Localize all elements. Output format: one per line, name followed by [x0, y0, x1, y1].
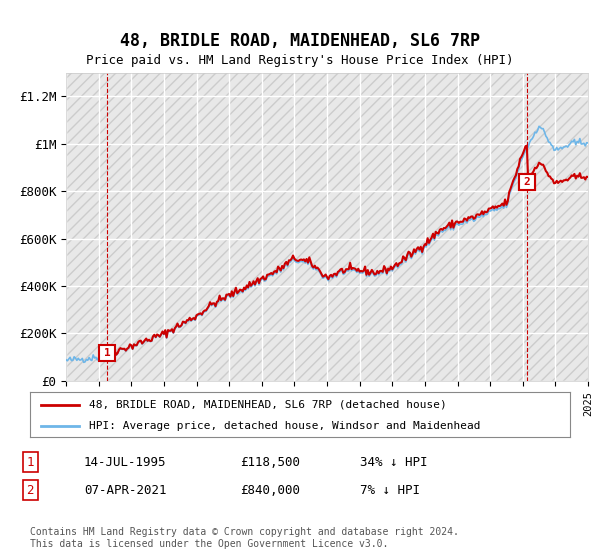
Text: £118,500: £118,500 [240, 455, 300, 469]
Text: 14-JUL-1995: 14-JUL-1995 [84, 455, 167, 469]
Text: 1: 1 [26, 455, 34, 469]
Text: 34% ↓ HPI: 34% ↓ HPI [360, 455, 427, 469]
Text: Price paid vs. HM Land Registry's House Price Index (HPI): Price paid vs. HM Land Registry's House … [86, 54, 514, 67]
Text: 07-APR-2021: 07-APR-2021 [84, 483, 167, 497]
Text: 2: 2 [26, 483, 34, 497]
Text: HPI: Average price, detached house, Windsor and Maidenhead: HPI: Average price, detached house, Wind… [89, 421, 481, 431]
Text: Contains HM Land Registry data © Crown copyright and database right 2024.
This d: Contains HM Land Registry data © Crown c… [30, 527, 459, 549]
Text: 48, BRIDLE ROAD, MAIDENHEAD, SL6 7RP: 48, BRIDLE ROAD, MAIDENHEAD, SL6 7RP [120, 32, 480, 50]
Text: 1: 1 [104, 348, 111, 358]
Text: 2: 2 [524, 177, 530, 187]
Text: 48, BRIDLE ROAD, MAIDENHEAD, SL6 7RP (detached house): 48, BRIDLE ROAD, MAIDENHEAD, SL6 7RP (de… [89, 399, 447, 409]
Text: 7% ↓ HPI: 7% ↓ HPI [360, 483, 420, 497]
Text: £840,000: £840,000 [240, 483, 300, 497]
